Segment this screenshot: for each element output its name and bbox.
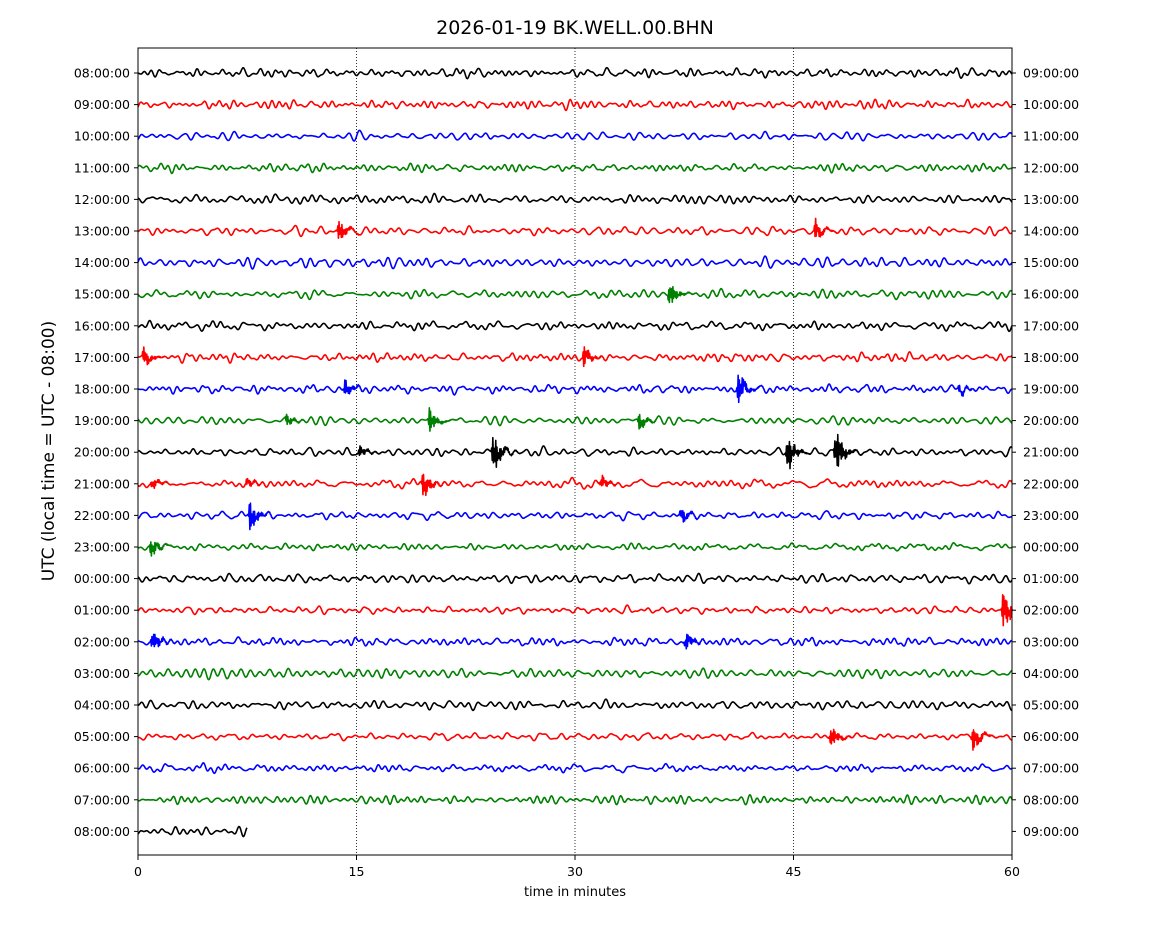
trace-line [137, 98, 1013, 112]
left-time-label: 08:00:00 [74, 824, 130, 839]
left-time-label: 06:00:00 [74, 761, 130, 776]
x-axis-label: time in minutes [524, 885, 626, 900]
trace-line [137, 667, 1013, 681]
right-time-label: 11:00:00 [1023, 129, 1079, 144]
right-time-label: 02:00:00 [1023, 603, 1079, 618]
left-time-label: 00:00:00 [74, 571, 130, 586]
trace-line [137, 502, 1013, 531]
left-time-label: 03:00:00 [74, 666, 130, 681]
right-axis-time-labels: 09:00:00 10:00:00 11:00:00 12:00:00 13:00:00… [1012, 66, 1079, 839]
left-time-label: 08:00:00 [74, 66, 130, 81]
left-time-label: 11:00:00 [74, 160, 130, 175]
x-tick-label: 30 [567, 864, 583, 879]
left-axis-time-labels: 08:00:00 09:00:00 10:00:00 11:00:00 12:00:00… [74, 66, 138, 839]
trace-line [137, 407, 1013, 432]
right-time-label: 15:00:00 [1023, 255, 1079, 270]
left-time-label: 19:00:00 [74, 413, 130, 428]
trace-line [137, 572, 1013, 585]
trace-line [137, 698, 1013, 712]
trace-line [137, 255, 1013, 270]
trace-line [137, 825, 248, 838]
left-time-label: 13:00:00 [74, 224, 130, 239]
right-time-label: 14:00:00 [1023, 224, 1079, 239]
trace-line [137, 433, 1013, 470]
chart-title: 2026-01-19 BK.WELL.00.BHN [436, 17, 714, 39]
right-time-label: 03:00:00 [1023, 634, 1079, 649]
right-time-label: 16:00:00 [1023, 287, 1079, 302]
trace-line [137, 728, 1013, 751]
x-axis: 0 15 30 45 60 [134, 855, 1020, 879]
y-axis-label: UTC (local time = UTC - 08:00) [39, 321, 59, 581]
right-time-label: 22:00:00 [1023, 476, 1079, 491]
right-time-label: 04:00:00 [1023, 666, 1079, 681]
trace-line [137, 374, 1013, 404]
trace-line [137, 192, 1013, 205]
left-time-label: 10:00:00 [74, 129, 130, 144]
trace-line [137, 473, 1013, 497]
trace-line [137, 633, 1013, 650]
right-time-label: 10:00:00 [1023, 97, 1079, 112]
trace-line [137, 319, 1013, 333]
right-time-label: 20:00:00 [1023, 413, 1079, 428]
x-tick-label: 0 [134, 864, 142, 879]
trace-line [137, 593, 1013, 627]
seismic-traces [137, 66, 1013, 838]
right-time-label: 08:00:00 [1023, 792, 1079, 807]
left-time-label: 12:00:00 [74, 192, 130, 207]
right-time-label: 17:00:00 [1023, 318, 1079, 333]
trace-line [137, 541, 1013, 557]
right-time-label: 09:00:00 [1023, 66, 1079, 81]
right-time-label: 09:00:00 [1023, 824, 1079, 839]
left-time-label: 17:00:00 [74, 350, 130, 365]
left-time-label: 23:00:00 [74, 540, 130, 555]
trace-line [137, 162, 1013, 175]
left-time-label: 14:00:00 [74, 255, 130, 270]
left-time-label: 16:00:00 [74, 318, 130, 333]
trace-line [137, 129, 1013, 142]
vertical-gridlines [356, 48, 794, 855]
right-time-label: 23:00:00 [1023, 508, 1079, 523]
left-time-label: 07:00:00 [74, 792, 130, 807]
left-time-label: 02:00:00 [74, 634, 130, 649]
right-time-label: 00:00:00 [1023, 540, 1079, 555]
trace-line [137, 217, 1013, 240]
trace-line [137, 762, 1013, 775]
right-time-label: 19:00:00 [1023, 382, 1079, 397]
left-time-label: 22:00:00 [74, 508, 130, 523]
right-time-label: 01:00:00 [1023, 571, 1079, 586]
trace-line [137, 793, 1013, 806]
trace-line [137, 346, 1013, 368]
right-time-label: 12:00:00 [1023, 160, 1079, 175]
x-tick-label: 60 [1004, 864, 1020, 879]
right-time-label: 05:00:00 [1023, 698, 1079, 713]
left-time-label: 05:00:00 [74, 729, 130, 744]
left-time-label: 21:00:00 [74, 476, 130, 491]
right-time-label: 21:00:00 [1023, 445, 1079, 460]
left-time-label: 09:00:00 [74, 97, 130, 112]
right-time-label: 06:00:00 [1023, 729, 1079, 744]
left-time-label: 20:00:00 [74, 445, 130, 460]
left-time-label: 01:00:00 [74, 603, 130, 618]
trace-line [137, 285, 1013, 304]
left-time-label: 15:00:00 [74, 287, 130, 302]
right-time-label: 18:00:00 [1023, 350, 1079, 365]
right-time-label: 07:00:00 [1023, 761, 1079, 776]
left-time-label: 18:00:00 [74, 382, 130, 397]
right-time-label: 13:00:00 [1023, 192, 1079, 207]
x-tick-label: 15 [349, 864, 365, 879]
left-time-label: 04:00:00 [74, 698, 130, 713]
x-tick-label: 45 [786, 864, 802, 879]
trace-line [137, 66, 1013, 80]
